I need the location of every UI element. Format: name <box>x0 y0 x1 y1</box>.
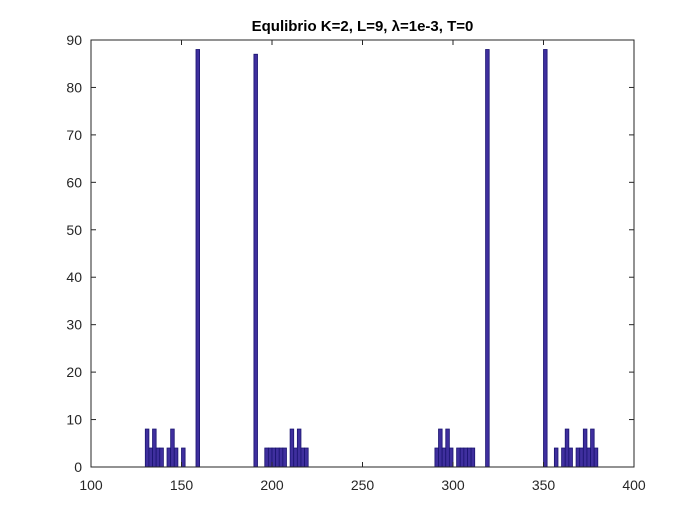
bar <box>296 428 302 468</box>
y-tick-label: 60 <box>66 174 82 190</box>
bar <box>300 447 305 468</box>
bar <box>456 447 461 468</box>
bar <box>463 447 468 468</box>
bar <box>152 428 157 468</box>
bar <box>467 447 472 468</box>
bars-layer <box>144 49 599 468</box>
bar <box>264 447 269 468</box>
x-tick-label: 250 <box>351 477 375 493</box>
bar <box>195 49 200 468</box>
bar <box>459 447 465 468</box>
y-tick-label: 40 <box>66 269 82 285</box>
bar <box>568 447 573 468</box>
y-tick-label: 0 <box>74 459 82 475</box>
bar <box>278 447 284 468</box>
x-tick-label: 400 <box>622 477 646 493</box>
x-tick-label: 100 <box>79 477 103 493</box>
bar <box>271 447 277 468</box>
y-tick-label: 30 <box>66 317 82 333</box>
y-tick-label: 50 <box>66 222 82 238</box>
bar <box>293 447 298 468</box>
bar <box>173 447 179 468</box>
bar <box>593 447 599 468</box>
x-tick-label: 350 <box>532 477 556 493</box>
x-tick-label: 300 <box>441 477 465 493</box>
bar <box>485 49 490 468</box>
x-tick-label: 200 <box>260 477 284 493</box>
y-tick-label: 20 <box>66 364 82 380</box>
bar <box>282 447 287 468</box>
bar <box>579 447 584 468</box>
bar <box>148 447 153 468</box>
y-tick-label: 80 <box>66 79 82 95</box>
bar <box>155 447 161 468</box>
bar <box>253 53 258 468</box>
bar <box>561 447 566 468</box>
bar <box>170 428 175 468</box>
y-tick-label: 90 <box>66 32 82 48</box>
plot-area <box>91 40 634 467</box>
bar <box>438 428 443 468</box>
ticks-layer: 100 150 200 250 300 350 400 0 10 20 30 40 50 60 70 80 90 <box>66 32 645 493</box>
bar <box>144 428 150 468</box>
bar <box>586 447 591 468</box>
chart-title: Equlibrio K=2, L=9, λ=1e-3, T=0 <box>252 18 474 35</box>
bar <box>543 49 548 468</box>
bar <box>267 447 273 468</box>
bar <box>564 428 570 468</box>
x-tick-label: 150 <box>170 477 194 493</box>
bar <box>553 447 559 468</box>
bar <box>590 428 595 468</box>
bar <box>434 447 439 468</box>
bar <box>166 447 172 468</box>
y-tick-label: 70 <box>66 127 82 143</box>
bar <box>441 447 447 468</box>
bar <box>181 447 186 468</box>
bar <box>575 447 581 468</box>
y-tick-label: 10 <box>66 412 82 428</box>
bar <box>275 447 280 468</box>
bar <box>445 428 450 468</box>
bar <box>304 447 309 468</box>
bar <box>448 447 454 468</box>
bar <box>582 428 588 468</box>
bar <box>159 447 164 468</box>
bar <box>470 447 476 468</box>
bar <box>289 428 295 468</box>
